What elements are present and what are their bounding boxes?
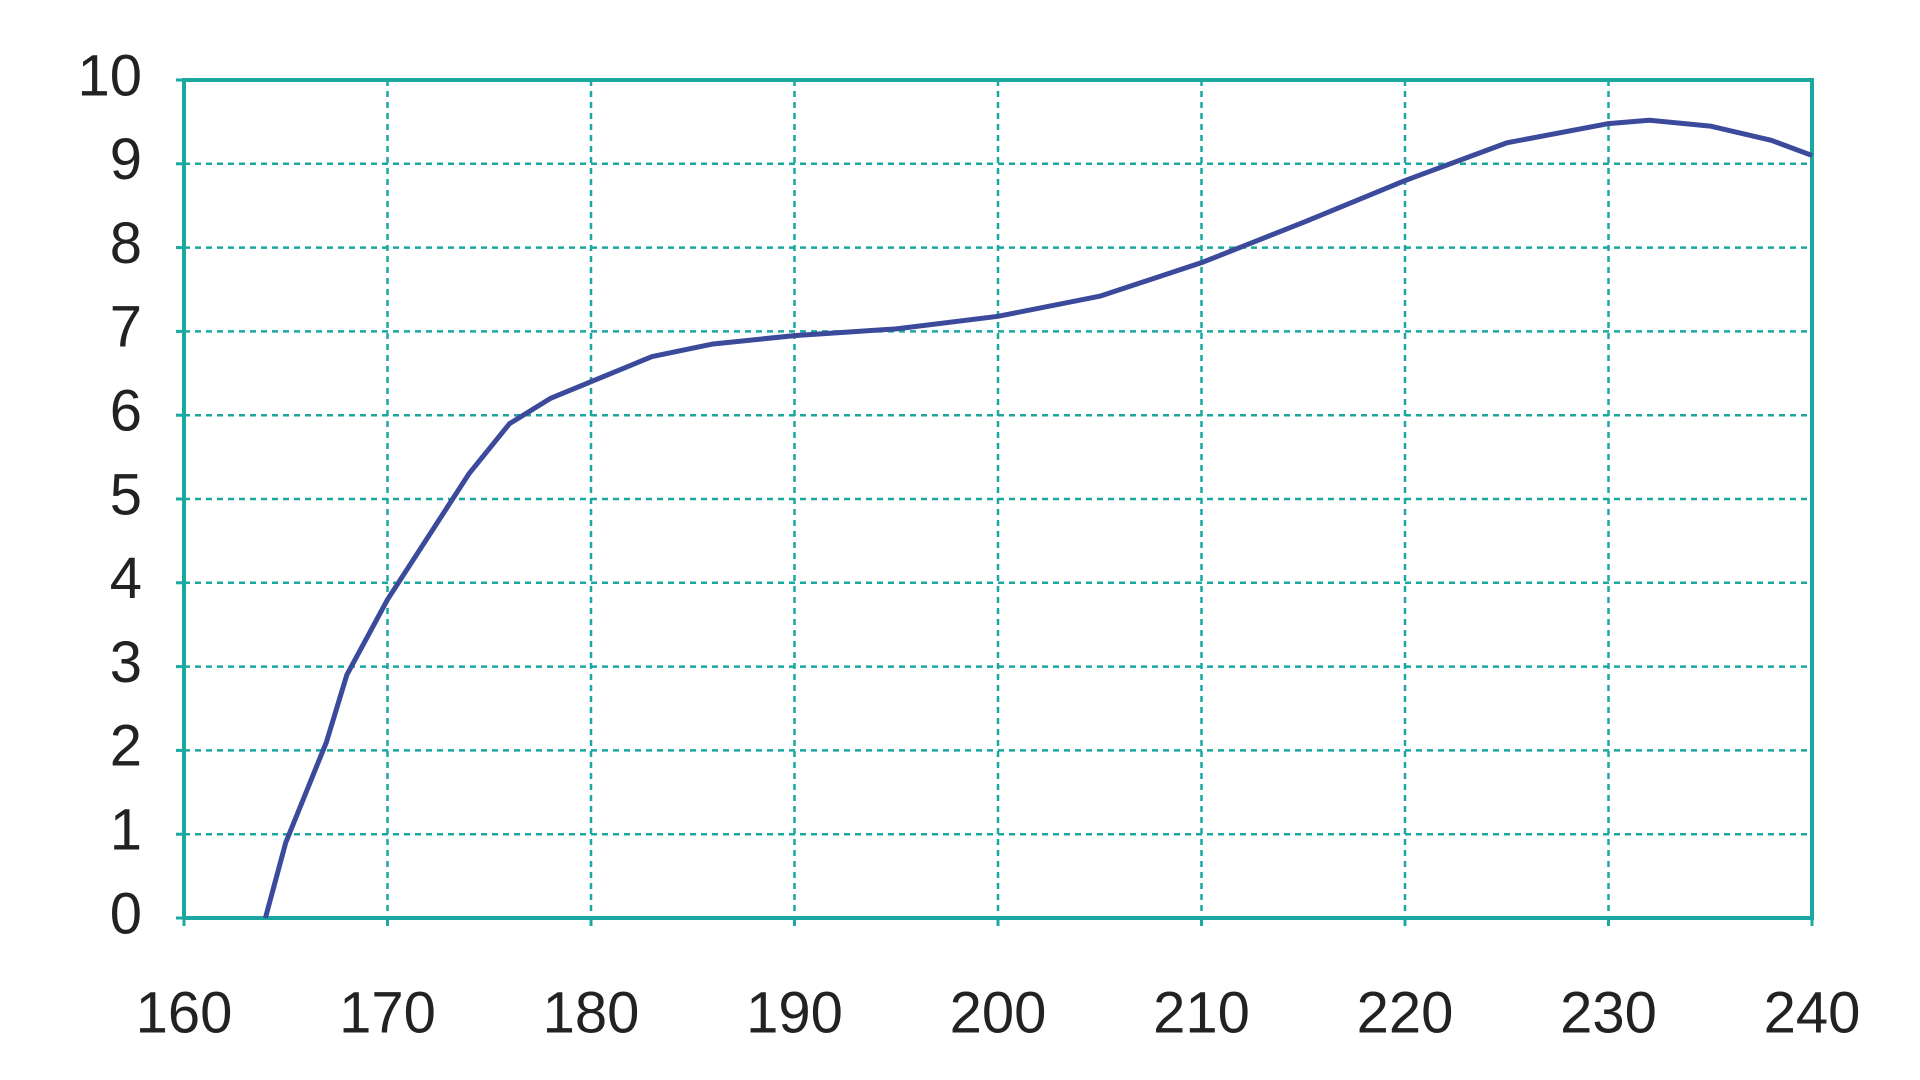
x-tick-label: 220: [1357, 980, 1454, 1045]
x-tick-label: 180: [543, 980, 640, 1045]
y-tick-label: 1: [110, 798, 142, 863]
x-tick-label: 210: [1153, 980, 1250, 1045]
y-tick-label: 6: [110, 379, 142, 444]
y-tick-label: 4: [110, 546, 142, 611]
y-tick-label: 0: [110, 881, 142, 946]
x-tick-label: 200: [950, 980, 1047, 1045]
x-tick-label: 160: [136, 980, 233, 1045]
x-tick-label: 240: [1764, 980, 1861, 1045]
y-tick-label: 10: [77, 43, 142, 108]
plot-border: [182, 78, 1814, 920]
y-tick-label: 9: [110, 127, 142, 192]
y-tick-label: 7: [110, 295, 142, 360]
data-line: [262, 117, 1813, 919]
y-tick-label: 3: [110, 630, 142, 695]
x-tick-label: 190: [746, 980, 843, 1045]
y-tick-label: 8: [110, 211, 142, 276]
y-tick-label: 2: [110, 714, 142, 779]
x-tick-label: 230: [1560, 980, 1657, 1045]
y-tick-label: 5: [110, 462, 142, 527]
x-tick-label: 170: [339, 980, 436, 1045]
